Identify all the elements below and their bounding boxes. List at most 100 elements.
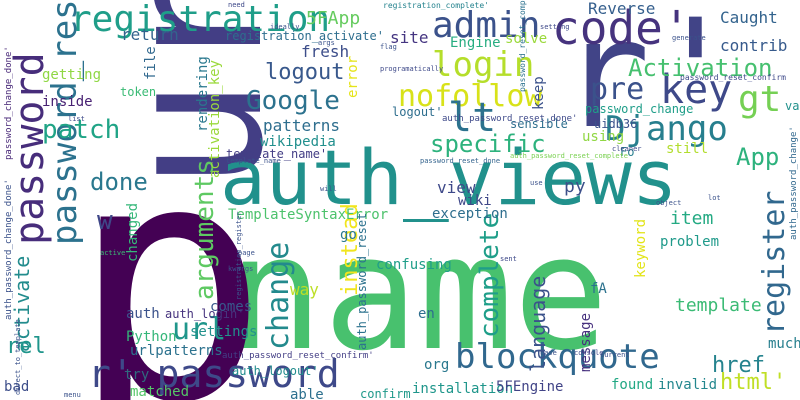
word-args: args [318,39,335,47]
word-kwargs: kwargs [228,265,254,273]
word-login: login [432,45,535,85]
word-template-name-small: template_name [226,157,281,165]
word-logout-small: logout' [392,105,443,119]
word-page: page [238,249,255,257]
word-en: en [418,306,435,322]
word-activation: Activation [628,54,773,82]
word-code: code' [552,1,691,55]
word-r-password: r' password [88,352,340,396]
word-uidb36: uidb36 [594,117,638,131]
word-python: Python [126,329,177,345]
word-much: much [768,336,800,352]
word-specific: specific [430,130,546,158]
word-problem: problem [660,234,720,250]
word-confusing: confusing [376,257,452,273]
word-found: found [611,377,654,393]
word-blockquote: blockquote [455,337,660,377]
word-generate: generate [672,34,706,42]
word-fa: fA [590,281,607,297]
word-urlpatterns: urlpatterns [130,343,223,359]
word-auth-password-change-done-vertical: auth_password_change_done' [4,179,14,320]
word-invalid: invalid [658,377,718,393]
word-registration: registration [70,0,331,40]
word-gt: gt [738,79,782,120]
word-py: py [564,176,586,197]
word-exception: exception [432,206,508,222]
word-fresh: fresh [301,42,350,61]
word-patch: patch [42,115,121,145]
word-using: using [582,129,625,145]
word-keep-vertical: keep [531,76,547,110]
word-key: key [660,67,733,113]
word-w: w [97,206,113,236]
word-case: case [540,349,557,357]
word-activation-key-vertical: activation_key [207,59,223,178]
word-matched: matched [130,384,190,400]
word-view: view [437,178,476,197]
word-able: able [290,387,324,400]
word-password-reset-done: password_reset_done [420,157,501,165]
word-auth-password-reset-vertical: auth_password_reset [355,212,369,350]
word-lot: lot [708,194,721,202]
word-password-reset-complete-vertical: password_reset_complete [518,0,527,92]
word-error-vertical: error [345,55,361,98]
word-file-vertical: file [143,46,159,80]
word-auth-password-change-vertical: auth_password_change' [789,126,799,240]
word-use: use [530,179,543,187]
word-direct-to-template-vertical: direct_to_template [14,319,22,395]
word-fo: Fo [620,145,635,159]
word-html: html' [720,370,787,395]
word-message-vertical: message [578,312,594,372]
word-auth-logout: auth_logout' [232,364,319,378]
word-getting: getting [42,67,102,83]
word-pre: pre [590,72,645,107]
word-bad: bad [4,379,30,395]
word-caught: Caught [720,8,778,27]
word-changed-vertical: changed [125,202,141,262]
word-item: item [670,208,714,229]
word-wiki: wiki [458,193,492,209]
word-rel: rel [6,334,46,359]
word-5fengine: 5FEngine [496,379,564,395]
word-password-change: password_change [585,102,694,116]
word-org: org [424,357,450,373]
word-template-name: template_name' [226,147,328,161]
word-template: template [675,295,762,316]
word-name: name [228,202,609,386]
word-inside: inside [42,94,93,110]
word-ideally: ideally [270,23,300,31]
word-r-quote: r' [560,0,741,162]
word-programatically: programatically [380,65,444,73]
word-confirm: confirm [360,387,411,400]
word-sensible: sensible [510,117,568,131]
word-list: list [68,115,85,123]
word-auth-password-reset-confirm: auth_password_reset_confirm' [222,351,374,361]
word-will: will [320,185,337,193]
word-keyword-vertical: keyword [633,218,649,278]
word-complete-vertical: complete [475,212,505,338]
word-object: object [656,199,682,207]
word-django: Django [605,109,728,149]
word-href: href [712,353,765,378]
word-go: go [340,227,357,243]
word-url-small: url [172,312,227,347]
word-sent: sent [500,255,517,263]
word-password-change-done-vertical: password_change_done' [4,46,14,160]
word-admin: admin [432,5,541,46]
word-language-vertical: language [526,275,550,372]
word-password-reset-confirm: password_reset_confirm [680,73,786,82]
word-token: token [120,85,157,99]
word-register-vertical: register [757,190,792,336]
word-console: console [574,349,604,357]
word-return: return [121,25,179,44]
word-p: p [70,91,269,400]
word-engine: Engine [450,35,501,51]
word-registration-activate: registration_activate' [225,29,384,43]
word-google: Google [246,86,340,116]
word-auth: auth [126,306,160,322]
word-registration-complete: registration_complete' [383,1,489,10]
word-need: need [228,1,245,9]
word-menu: menu [64,391,81,399]
word-current: current [600,351,630,359]
